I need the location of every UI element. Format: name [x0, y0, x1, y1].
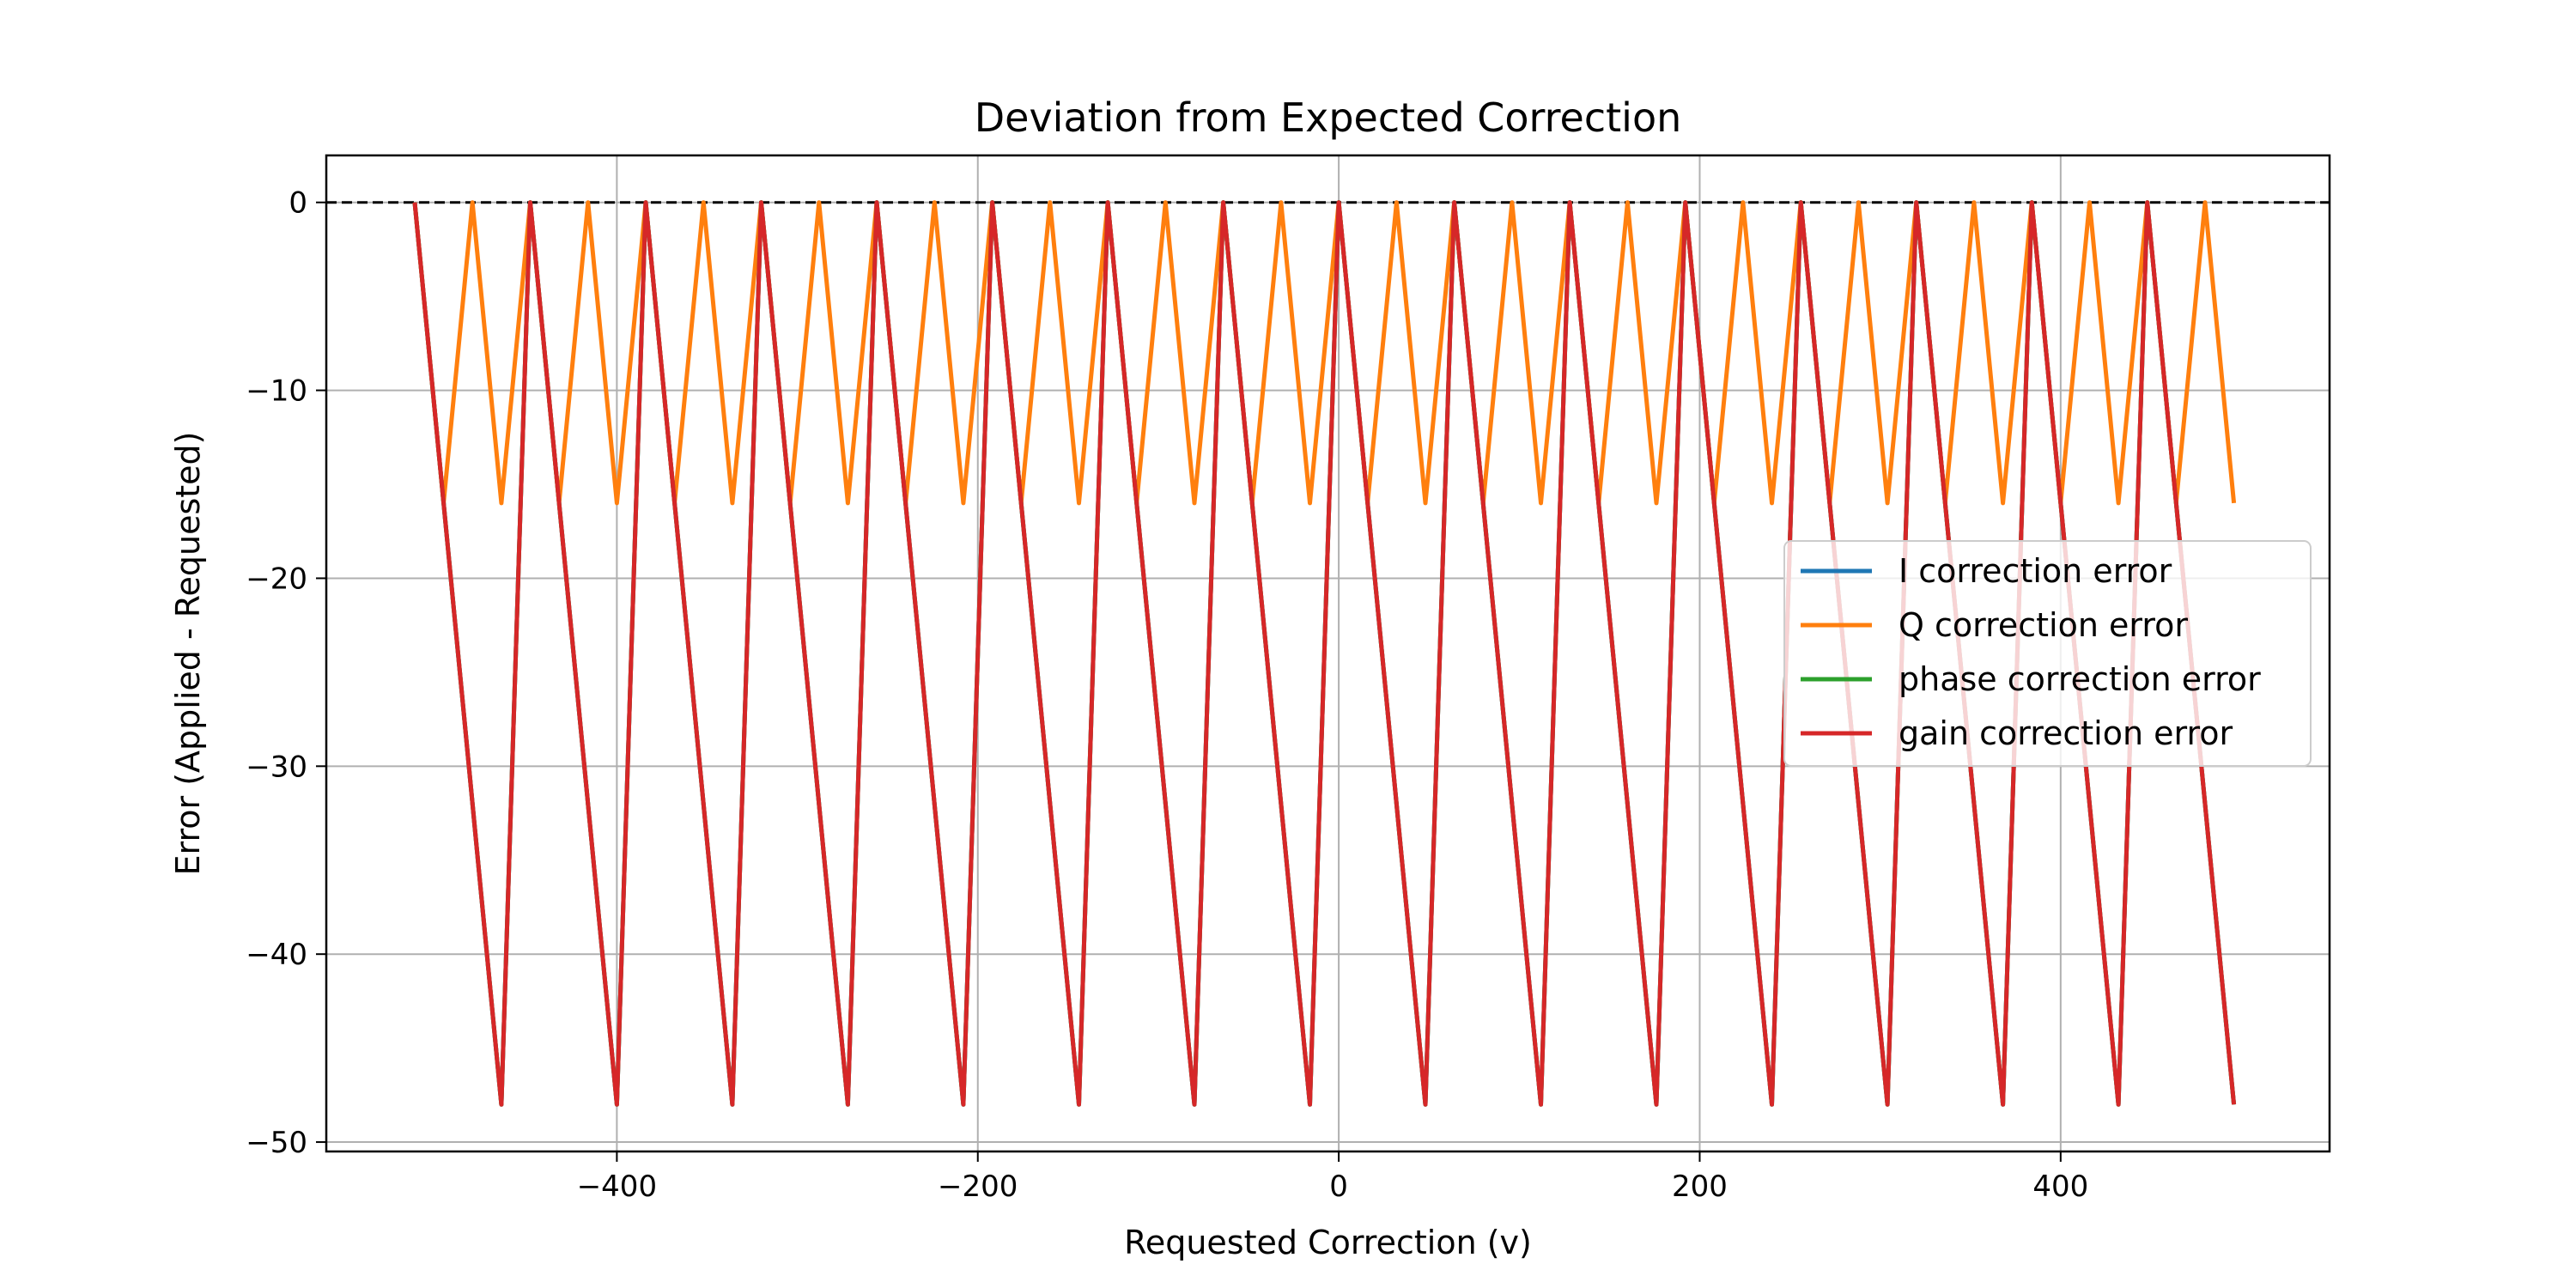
y-tick-label: −30 [246, 750, 307, 784]
x-tick-label: −200 [938, 1170, 1018, 1204]
legend-label: phase correction error [1899, 660, 2261, 698]
legend-box [1783, 540, 2312, 767]
legend-label: Q correction error [1899, 606, 2188, 644]
y-tick-label: 0 [289, 186, 307, 221]
y-axis-ticks: 0 −10 −20 −30 −40 −50 [246, 186, 326, 1160]
x-tick-label: −400 [577, 1170, 657, 1204]
grid [326, 155, 2330, 1151]
x-axis-ticks: −400 −200 0 200 400 [577, 1151, 2088, 1204]
y-tick-label: −40 [246, 938, 307, 972]
x-tick-label: 200 [1672, 1170, 1728, 1204]
plot-frame [325, 154, 2331, 1153]
series-line-gain-correction-error [412, 200, 2237, 1107]
x-tick-label: 400 [2032, 1170, 2088, 1204]
series-lines [412, 200, 2237, 1107]
y-tick-label: −10 [246, 374, 307, 409]
legend: I correction error Q correction error phas… [1783, 540, 2312, 767]
x-axis-label: Requested Correction (v) [1124, 1224, 1532, 1261]
x-tick-label: 0 [1329, 1170, 1348, 1204]
y-tick-label: −50 [246, 1126, 307, 1160]
y-tick-label: −20 [246, 562, 307, 596]
chart-title: Deviation from Expected Correction [975, 94, 1682, 141]
y-axis-label: Error (Applied - Requested) [169, 432, 207, 876]
legend-label: gain correction error [1899, 714, 2233, 752]
legend-label: I correction error [1899, 552, 2172, 590]
